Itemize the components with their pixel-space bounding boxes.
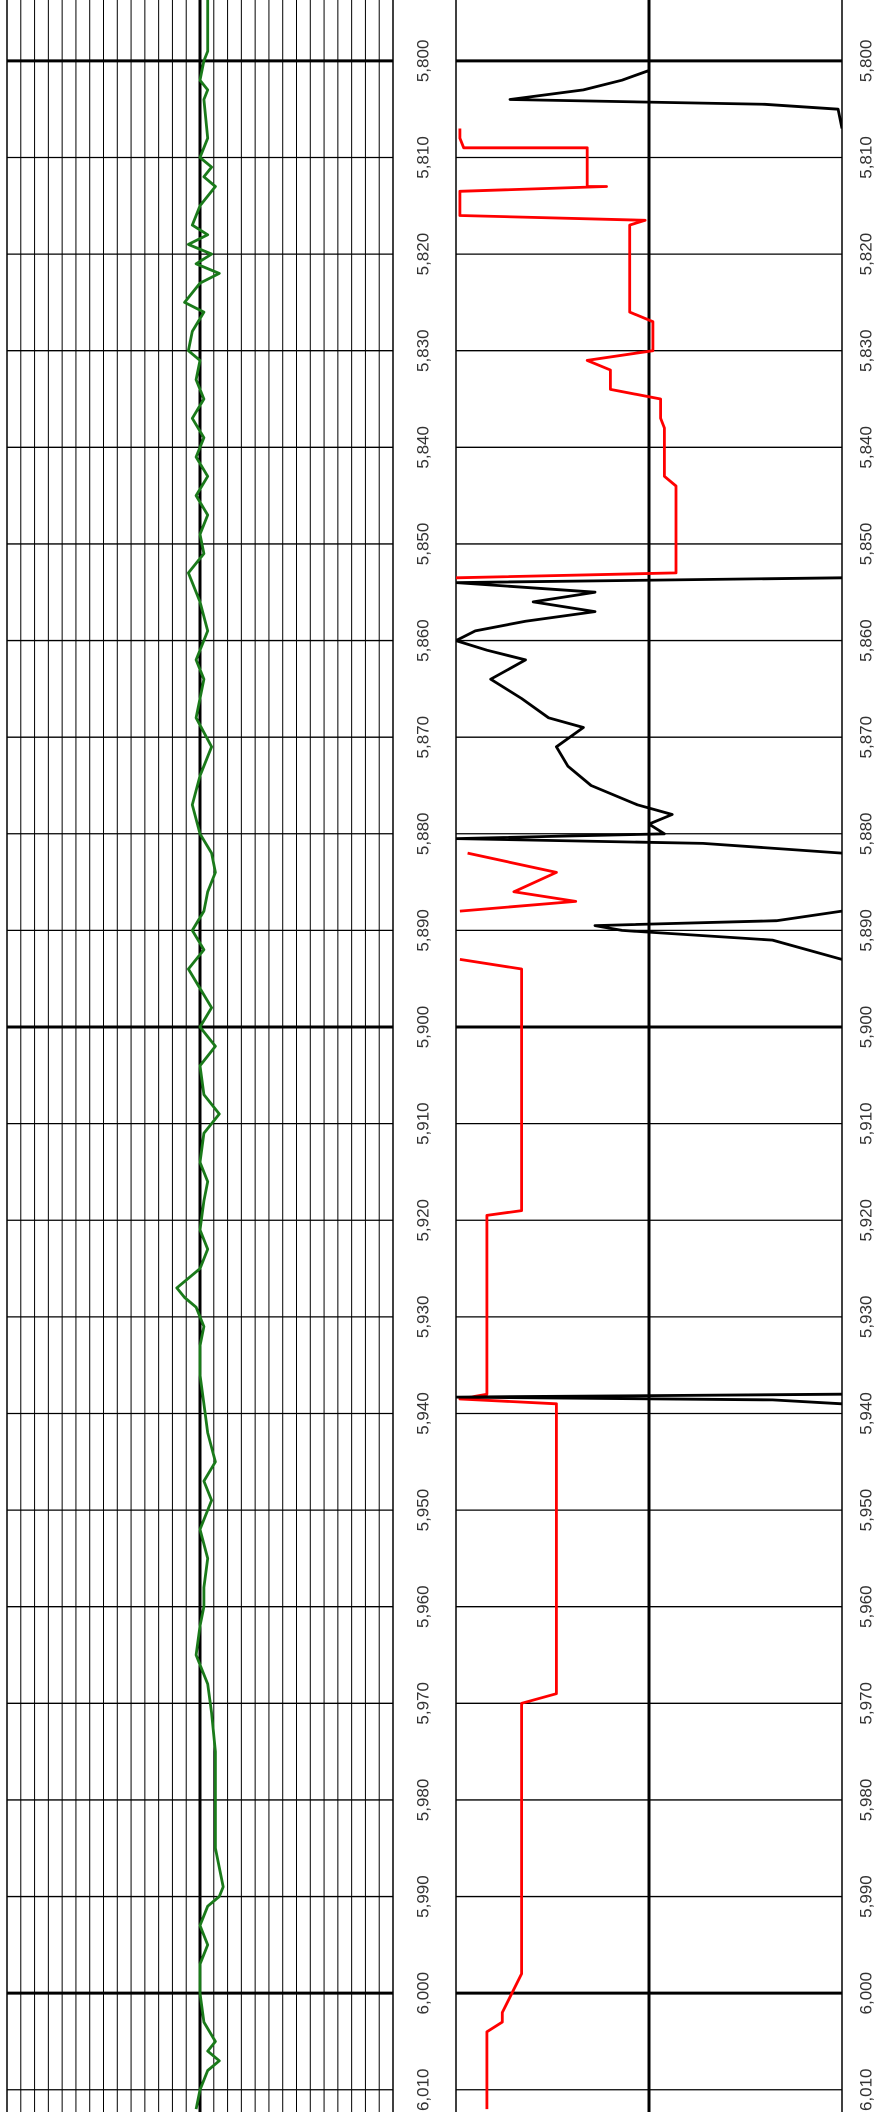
depth-label: 6,000 (856, 1972, 875, 2015)
log-curve (175, 0, 225, 2110)
depth-label: 5,950 (856, 1489, 875, 1532)
depth-label: 5,930 (413, 1296, 432, 1339)
depth-label: 6,010 (856, 2069, 875, 2112)
depth-label: 5,970 (413, 1682, 432, 1725)
depth-label: 6,000 (413, 1972, 432, 2015)
track (455, 0, 843, 2112)
depth-label: 5,830 (856, 329, 875, 372)
depth-label: 5,890 (856, 909, 875, 952)
depth-label: 5,990 (413, 1875, 432, 1918)
depth-label: 5,880 (856, 813, 875, 856)
depth-label: 5,870 (856, 716, 875, 759)
log-curve (456, 1392, 842, 1406)
depth-label: 5,970 (856, 1682, 875, 1725)
depth-label: 5,910 (856, 1102, 875, 1145)
log-curve (459, 851, 578, 913)
depth-label: 5,800 (413, 40, 432, 83)
depth-label: 5,840 (856, 426, 875, 469)
depth-label: 5,820 (413, 233, 432, 276)
depth-label: 5,810 (413, 136, 432, 179)
log-curve (508, 0, 842, 129)
depth-label: 5,850 (856, 523, 875, 566)
log-curve (456, 576, 842, 855)
depth-label: 5,980 (413, 1779, 432, 1822)
depth-label: 6,010 (413, 2069, 432, 2112)
log-curve (458, 958, 558, 2110)
depth-label: 5,860 (413, 619, 432, 662)
track (6, 0, 394, 2112)
depth-label: 5,930 (856, 1296, 875, 1339)
depth-label: 5,890 (413, 909, 432, 952)
depth-label: 5,830 (413, 329, 432, 372)
depth-label: 5,920 (856, 1199, 875, 1242)
depth-label: 5,870 (413, 716, 432, 759)
depth-label: 5,880 (413, 813, 432, 856)
depth-label: 5,920 (413, 1199, 432, 1242)
depth-label: 5,820 (856, 233, 875, 276)
depth-label: 5,900 (413, 1006, 432, 1049)
depth-label: 5,910 (413, 1102, 432, 1145)
depth-label: 5,960 (413, 1585, 432, 1628)
depth-label: 5,900 (856, 1006, 875, 1049)
depth-label: 5,940 (413, 1392, 432, 1435)
depth-label: 5,980 (856, 1779, 875, 1822)
depth-label: 5,960 (856, 1585, 875, 1628)
depth-label: 5,860 (856, 619, 875, 662)
depth-label: 5,840 (413, 426, 432, 469)
depth-label: 5,800 (856, 40, 875, 83)
log-curve (456, 128, 678, 580)
depth-label: 5,940 (856, 1392, 875, 1435)
depth-label: 5,950 (413, 1489, 432, 1532)
log-curve (593, 909, 842, 961)
depth-label: 5,990 (856, 1875, 875, 1918)
depth-label: 5,810 (856, 136, 875, 179)
depth-label: 5,850 (413, 523, 432, 566)
